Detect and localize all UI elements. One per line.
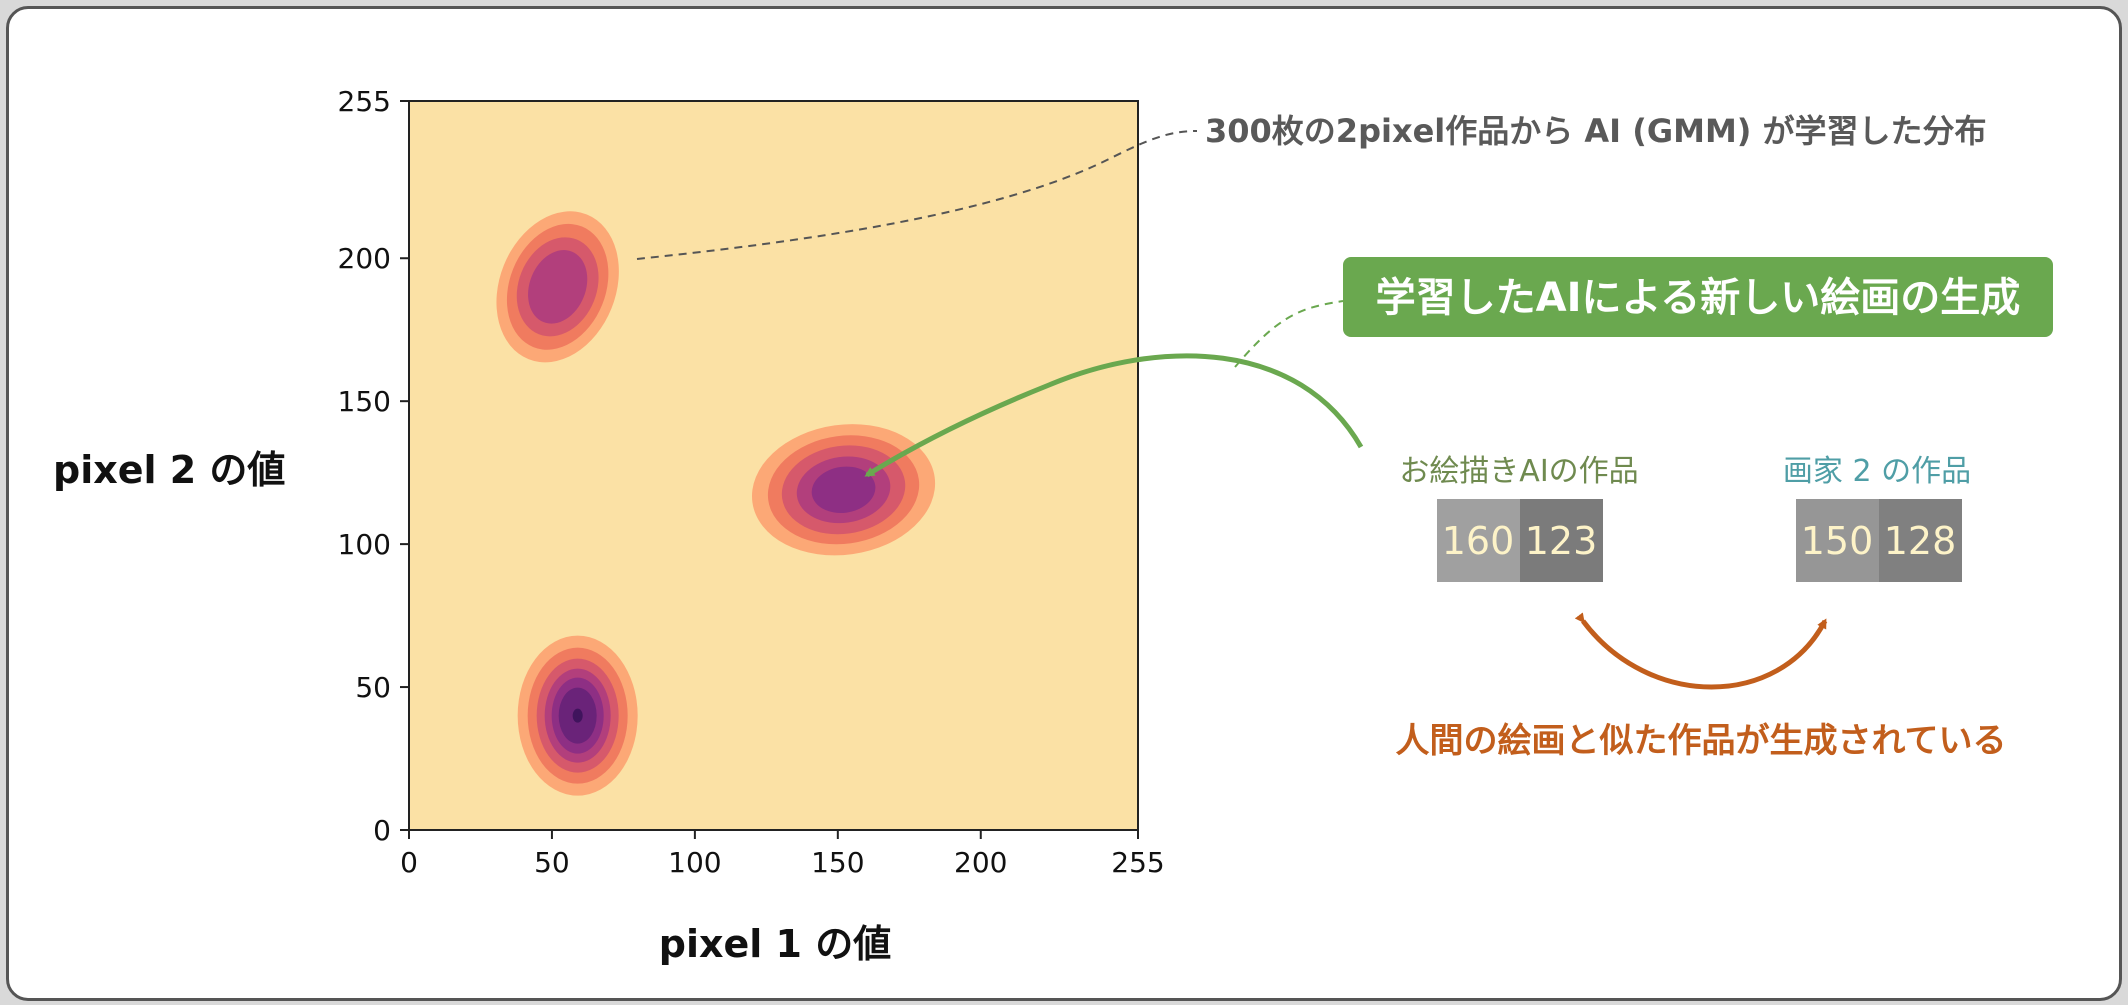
ai-artwork-pixel1 [1437, 499, 1520, 582]
ai-artwork-pixel2-value: 123 [1525, 519, 1598, 563]
comparison-arrow [1574, 612, 1828, 690]
ai-artwork-caption: お絵描きAIの作品 [1399, 454, 1638, 489]
x-tick-label: 150 [811, 846, 864, 879]
banner-leader-line [1234, 300, 1344, 368]
x-axis-ticks: 0 50 100 150 200 255 [400, 830, 1165, 879]
y-tick-label: 50 [355, 671, 391, 704]
generation-banner-text: 学習したAIによる新しい絵画の生成 [1376, 275, 2021, 321]
similar-message: 人間の絵画と似た作品が生成されている [1396, 721, 2007, 761]
figure-canvas: 0 50 100 150 200 255 0 50 100 150 200 255 pixel 2 … [53, 85, 2053, 966]
ai-artwork-pixel1-value: 160 [1442, 519, 1515, 563]
human-artwork-pixel1-value: 150 [1801, 519, 1874, 563]
cluster-middle-right-level-5 [811, 466, 876, 514]
slide-frame: 0 50 100 150 200 255 0 50 100 150 200 255 pixel 2 … [6, 6, 2122, 1001]
sample-arrow [864, 353, 1364, 478]
y-axis-label: pixel 2 の値 [53, 448, 285, 492]
y-tick-label: 200 [338, 242, 391, 275]
y-tick-label: 255 [338, 85, 391, 118]
x-axis-label: pixel 1 の値 [659, 922, 891, 966]
generation-banner [1343, 257, 2053, 337]
x-tick-label: 0 [400, 846, 418, 879]
x-tick-label: 200 [954, 846, 1007, 879]
distribution-annotation: 300枚の2pixel作品から AI (GMM) が学習した分布 [1205, 112, 1987, 150]
human-artwork-pixel1 [1796, 499, 1879, 582]
y-tick-label: 100 [338, 528, 391, 561]
x-tick-label: 255 [1111, 846, 1164, 879]
y-tick-label: 150 [338, 385, 391, 418]
cluster-bottom-level-7 [572, 708, 583, 723]
human-artwork-caption: 画家 2 の作品 [1783, 454, 1971, 489]
human-artwork-pixel2-value: 128 [1884, 519, 1957, 563]
y-tick-label: 0 [373, 814, 391, 847]
distribution-leader-line [636, 130, 1198, 260]
plot-border [408, 100, 1139, 831]
x-tick-label: 100 [668, 846, 721, 879]
x-tick-label: 50 [534, 846, 570, 879]
human-artwork-pixel2 [1879, 499, 1962, 582]
y-axis-ticks: 0 50 100 150 200 255 [338, 85, 409, 847]
cluster-top-left-level-4 [528, 250, 588, 324]
ai-artwork-pixel2 [1520, 499, 1603, 582]
